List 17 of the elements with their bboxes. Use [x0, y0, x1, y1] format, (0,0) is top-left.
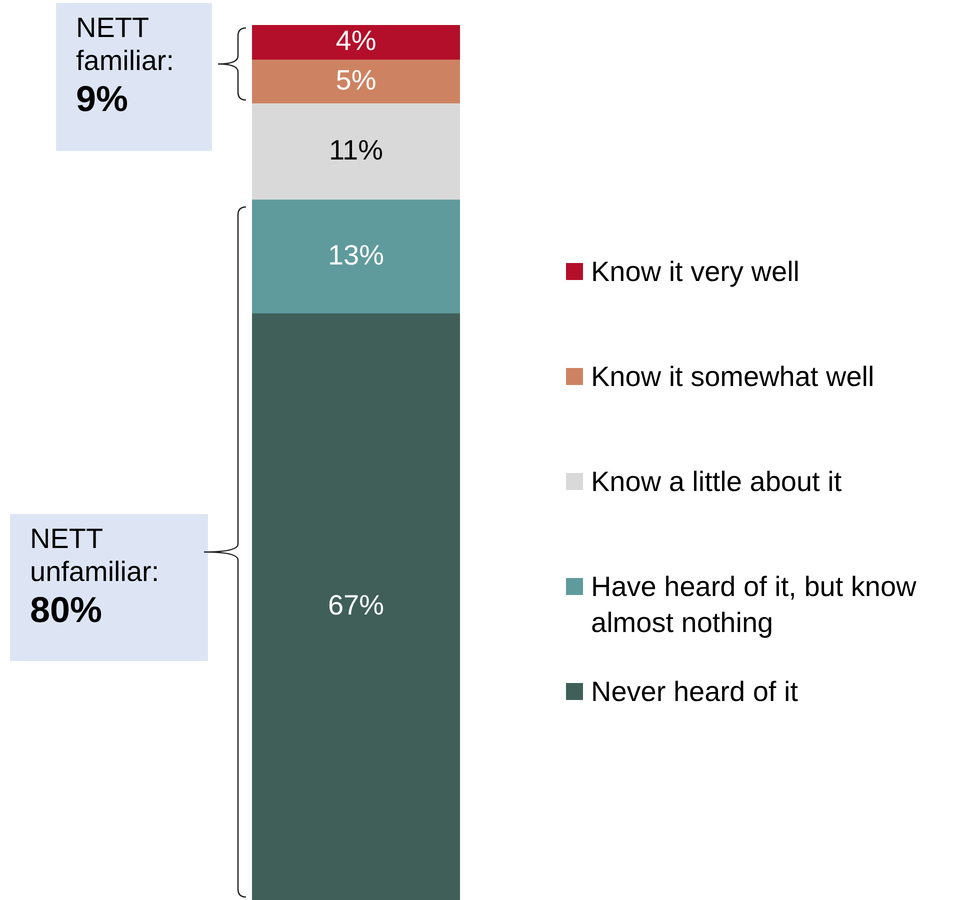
bar [252, 25, 460, 60]
data-label: 4% [336, 25, 376, 56]
bar [252, 60, 460, 104]
bar [252, 313, 460, 900]
bar [252, 103, 460, 200]
legend-label: Know a little about it [591, 465, 842, 499]
legend-label: Have heard of it, but know almost nothing [591, 570, 918, 640]
data-label: 5% [336, 64, 376, 96]
legend-label: Know it very well [591, 255, 800, 289]
bar [252, 200, 460, 314]
text: NETT familiar: 9% [56, 3, 212, 151]
legend-label: Know it somewhat well [591, 360, 874, 394]
text: NETT unfamiliar: 80% [10, 514, 208, 661]
data-label: 13% [328, 240, 384, 271]
data-label: 67% [328, 590, 384, 621]
data-label: 11% [329, 134, 383, 166]
legend-label: Never heard of it [591, 675, 798, 709]
